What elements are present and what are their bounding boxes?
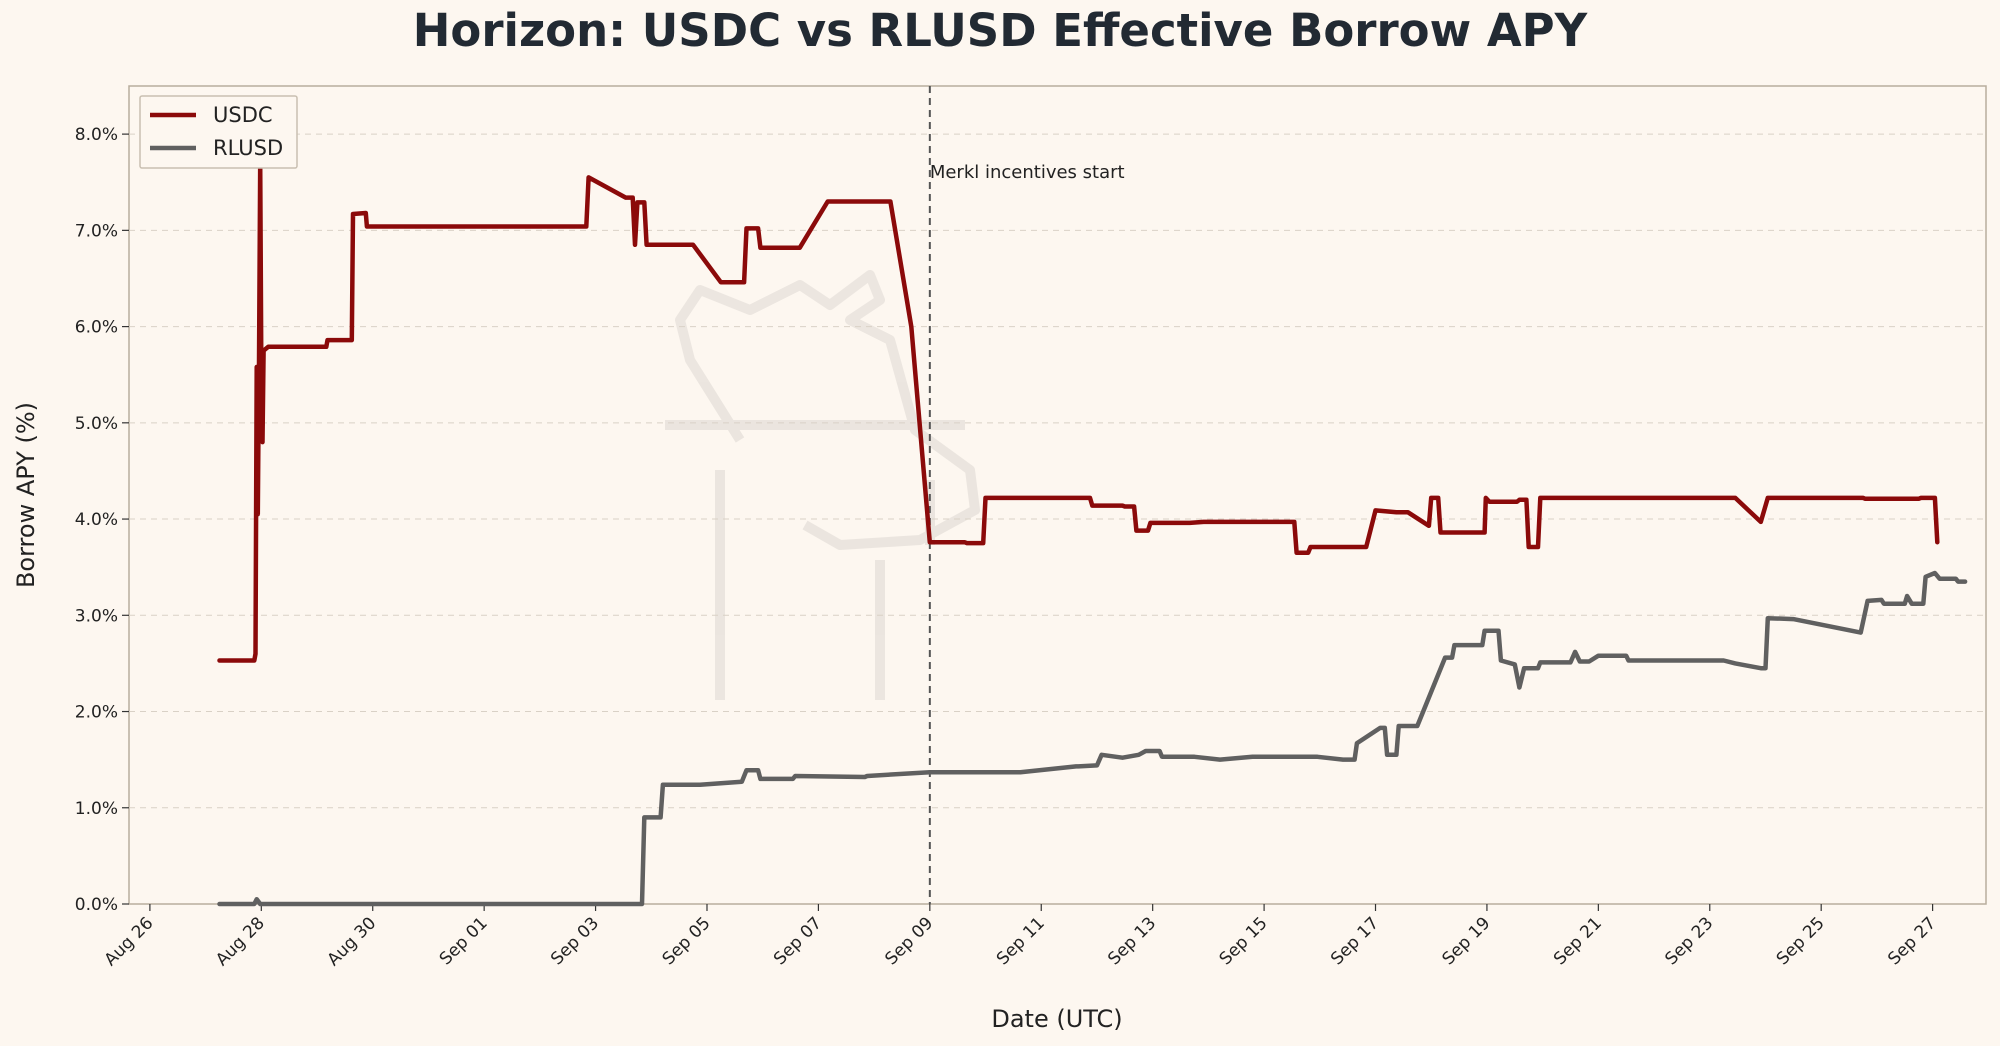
gridlines xyxy=(129,133,1986,809)
series-lines xyxy=(217,160,1968,907)
chart-title: Horizon: USDC vs RLUSD Effective Borrow … xyxy=(413,4,1589,57)
x-axis-title: Date (UTC) xyxy=(991,1005,1122,1033)
annotation-label: Merkl incentives start xyxy=(930,162,1125,183)
y-tick-label: 4.0% xyxy=(75,510,118,530)
annotation-group: Merkl incentives start xyxy=(928,86,1125,904)
y-tick-label: 2.0% xyxy=(75,703,118,723)
y-tick-label: 1.0% xyxy=(75,799,118,819)
series-line-rlusd xyxy=(217,570,1968,907)
y-tick-label: 8.0% xyxy=(75,125,118,145)
y-tick-label: 5.0% xyxy=(75,414,118,434)
y-tick-label: 0.0% xyxy=(75,895,118,915)
y-axis-title: Borrow APY (%) xyxy=(12,402,40,588)
series-line-usdc xyxy=(217,160,1940,663)
y-tick-label: 6.0% xyxy=(75,318,118,338)
watermark-logo xyxy=(665,270,980,700)
legend-label-rlusd: RLUSD xyxy=(213,136,283,160)
y-tick-label: 3.0% xyxy=(75,606,118,626)
y-axis: 0.0% 1.0% 2.0% 3.0% 4.0% 5.0% 6.0% 7.0% 8.0% xyxy=(75,125,129,915)
legend: USDC RLUSD xyxy=(139,95,298,169)
y-tick-label: 7.0% xyxy=(75,221,118,241)
plot-area xyxy=(128,85,1987,905)
legend-label-usdc: USDC xyxy=(213,103,273,127)
